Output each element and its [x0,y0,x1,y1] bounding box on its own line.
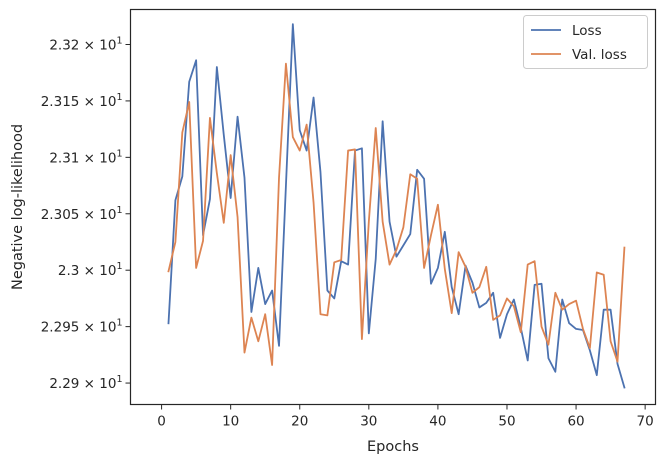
y-tick-label: 2.295 × 101 [41,318,123,336]
y-tick-label: 2.31 × 101 [49,148,122,166]
series-layer [167,23,626,389]
y-axis-ticks: 2.29 × 101 2.295 × 101 2.3 × 101 2.305 × 10… [41,35,131,392]
legend-label-loss: Loss [572,23,602,39]
legend-label-val-loss: Val. loss [572,47,627,63]
y-tick-label: 2.315 × 101 [41,92,123,110]
x-tick-label: 30 [360,414,377,430]
x-axis-ticks: 0 10 20 30 40 50 60 70 [157,404,654,430]
x-tick-label: 0 [157,414,166,430]
y-tick-label: 2.305 × 101 [41,205,123,223]
x-tick-label: 50 [498,414,515,430]
x-tick-label: 10 [222,414,239,430]
x-tick-label: 40 [429,414,446,430]
legend-frame [523,15,648,69]
y-tick-label: 2.29 × 101 [49,374,122,392]
x-tick-label: 20 [291,414,308,430]
legend: Loss Val. loss [523,15,648,69]
series-line-loss [167,23,626,389]
x-tick-label: 70 [637,414,654,430]
plot-frame [129,8,657,406]
y-axis-label: Negative log-likelihood [10,124,26,290]
x-tick-label: 60 [567,414,584,430]
y-tick-label: 2.32 × 101 [49,35,122,53]
series-line-val-loss [167,62,626,366]
x-axis-label: Epochs [367,439,419,455]
y-tick-label: 2.3 × 101 [58,261,123,279]
